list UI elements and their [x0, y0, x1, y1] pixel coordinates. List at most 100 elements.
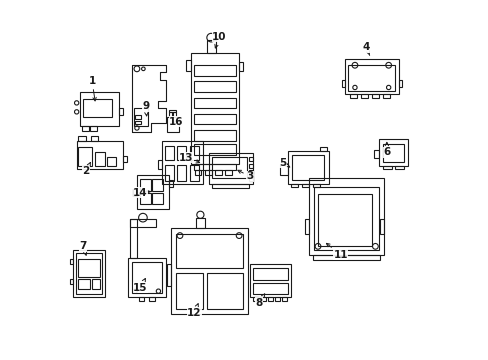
- Text: 10: 10: [212, 32, 226, 48]
- Bar: [280, 164, 287, 175]
- Bar: [382, 144, 403, 162]
- Bar: [253, 268, 287, 280]
- Text: 12: 12: [187, 304, 201, 318]
- Bar: [137, 175, 169, 209]
- Bar: [190, 53, 239, 164]
- Bar: [348, 65, 394, 91]
- Text: 16: 16: [169, 117, 183, 127]
- Bar: [371, 94, 378, 98]
- Bar: [119, 108, 122, 116]
- Bar: [190, 165, 199, 181]
- Bar: [107, 157, 116, 166]
- Bar: [194, 130, 235, 140]
- Bar: [168, 112, 171, 117]
- Bar: [398, 80, 401, 87]
- Bar: [267, 297, 272, 301]
- Bar: [282, 297, 286, 301]
- Bar: [287, 151, 328, 184]
- Text: 7: 7: [79, 241, 87, 255]
- Bar: [301, 184, 308, 187]
- Bar: [194, 65, 235, 76]
- Bar: [70, 279, 73, 284]
- Bar: [196, 218, 204, 228]
- Text: 11: 11: [326, 243, 347, 260]
- Bar: [135, 116, 140, 119]
- Bar: [133, 189, 137, 196]
- Bar: [128, 258, 165, 297]
- Bar: [140, 179, 150, 191]
- Bar: [140, 193, 150, 204]
- Bar: [158, 160, 162, 169]
- Bar: [149, 297, 155, 301]
- Bar: [92, 279, 100, 289]
- Text: 15: 15: [133, 279, 147, 293]
- Bar: [204, 170, 211, 175]
- Bar: [249, 157, 253, 161]
- Bar: [274, 297, 280, 301]
- Bar: [249, 264, 290, 297]
- Text: 4: 4: [362, 42, 369, 55]
- Bar: [77, 140, 123, 169]
- Bar: [94, 152, 105, 166]
- Bar: [78, 147, 92, 166]
- Bar: [194, 114, 235, 125]
- Bar: [260, 297, 265, 301]
- Bar: [195, 170, 201, 175]
- Bar: [83, 99, 112, 117]
- Bar: [304, 220, 308, 234]
- Text: 14: 14: [133, 188, 151, 198]
- Bar: [167, 117, 179, 132]
- Bar: [173, 112, 176, 117]
- Bar: [249, 170, 253, 174]
- Bar: [176, 234, 242, 268]
- Bar: [341, 80, 344, 87]
- Bar: [373, 149, 378, 158]
- Text: 2: 2: [82, 163, 90, 176]
- Bar: [194, 164, 235, 170]
- Bar: [208, 153, 253, 184]
- Bar: [291, 155, 324, 180]
- Bar: [123, 156, 126, 162]
- Bar: [382, 166, 391, 169]
- Bar: [78, 259, 100, 277]
- Bar: [76, 253, 102, 294]
- Bar: [394, 166, 403, 169]
- Bar: [91, 136, 98, 140]
- Text: 3: 3: [237, 170, 253, 181]
- Text: 5: 5: [279, 158, 289, 168]
- Bar: [70, 259, 73, 264]
- Bar: [167, 264, 171, 286]
- Bar: [239, 62, 242, 71]
- Bar: [134, 108, 148, 126]
- Bar: [314, 187, 378, 250]
- Bar: [194, 81, 235, 92]
- Bar: [186, 60, 190, 71]
- Bar: [211, 157, 247, 178]
- Bar: [135, 121, 140, 125]
- Bar: [382, 94, 389, 98]
- Bar: [249, 163, 253, 168]
- Bar: [82, 126, 89, 131]
- Bar: [78, 136, 85, 140]
- Text: 13: 13: [179, 153, 199, 163]
- Bar: [319, 147, 326, 151]
- Bar: [379, 220, 384, 234]
- Bar: [253, 297, 258, 301]
- Bar: [360, 94, 367, 98]
- Bar: [80, 92, 119, 126]
- Bar: [90, 126, 97, 131]
- Bar: [176, 273, 203, 309]
- Bar: [194, 144, 235, 155]
- Bar: [139, 297, 144, 301]
- Bar: [253, 283, 287, 294]
- Bar: [211, 184, 249, 188]
- Bar: [169, 180, 172, 187]
- Bar: [290, 184, 298, 187]
- Bar: [177, 146, 186, 160]
- Bar: [129, 220, 137, 258]
- Bar: [312, 184, 319, 187]
- Bar: [378, 139, 407, 166]
- Bar: [162, 140, 203, 184]
- Text: 8: 8: [255, 294, 264, 308]
- Bar: [308, 178, 384, 255]
